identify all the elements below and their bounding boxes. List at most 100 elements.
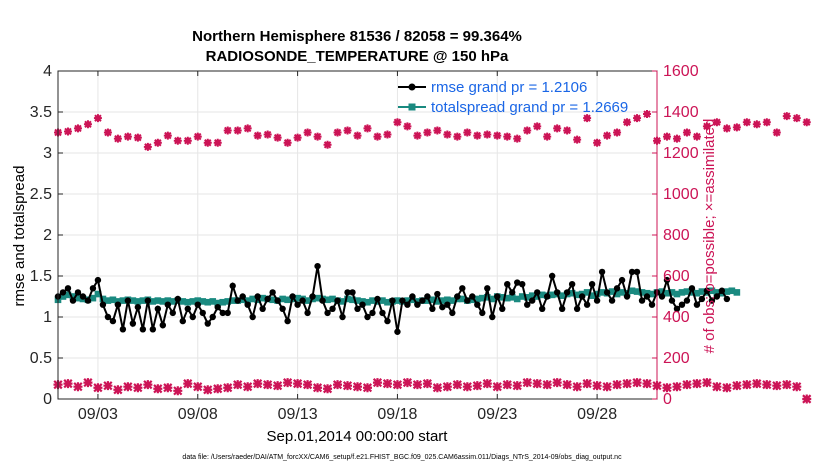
totalspread-point [414, 298, 421, 305]
obs-possible-point-ring [104, 129, 111, 136]
totalspread-point [698, 288, 706, 295]
obs-possible-point-ring [743, 119, 750, 126]
rmse-point [184, 305, 191, 312]
rmse-point [489, 313, 496, 321]
obs-assimilated-point [203, 385, 213, 395]
obs-assimilated-point [682, 380, 692, 390]
totalspread-point [459, 295, 466, 303]
obs-possible-point-ring [544, 133, 551, 140]
rmse-point [234, 297, 241, 304]
obs-assimilated-point [432, 383, 442, 393]
totalspread-point [558, 292, 566, 299]
totalspread-point [109, 296, 117, 304]
y-right-tick-label: 1000 [663, 186, 699, 203]
totalspread-point [513, 295, 521, 303]
obs-possible-point [303, 128, 312, 137]
totalspread-point [618, 289, 626, 296]
obs-assimilated-point [372, 378, 383, 388]
totalspread-point [64, 291, 72, 299]
rmse-point [583, 301, 591, 308]
x-tick-label: 09/18 [377, 406, 417, 423]
obs-assimilated-point [602, 382, 612, 392]
obs-possible-point-ring [494, 132, 501, 139]
obs-possible-point-ring [574, 136, 581, 143]
obs-possible-point [603, 131, 612, 140]
rmse-point [229, 282, 236, 290]
obs-assimilated-point [552, 378, 562, 388]
rmse-point [344, 289, 351, 296]
totalspread-point [608, 288, 616, 295]
obs-assimilated-point [632, 378, 642, 388]
obs-possible-point-ring [454, 133, 461, 140]
obs-possible-point [722, 124, 731, 133]
rmse-point [469, 293, 476, 300]
obs-assimilated-point [612, 380, 622, 390]
totalspread-point [284, 296, 291, 304]
obs-possible-point-ring [484, 131, 491, 138]
obs-possible-point [792, 114, 801, 123]
rmse-point [648, 301, 656, 308]
obs-possible-point [83, 120, 92, 129]
totalspread-point [663, 289, 671, 297]
obs-possible-point-ring [294, 134, 301, 141]
rmse-point [329, 305, 336, 312]
totalspread-point [678, 289, 686, 296]
rmse-point [504, 281, 511, 288]
rmse-point [84, 297, 92, 304]
obs-possible-point-ring [154, 139, 161, 146]
obs-possible-point [403, 122, 412, 131]
totalspread-point [294, 294, 301, 302]
totalspread-point [184, 298, 192, 306]
obs-possible-point [682, 128, 691, 137]
obs-assimilated-point [123, 382, 133, 392]
obs-possible-point-ring [94, 115, 101, 122]
rmse-point [563, 289, 571, 296]
obs-assimilated-point [153, 384, 163, 394]
obs-possible-point-ring [214, 139, 221, 146]
obs-possible-point [563, 126, 572, 135]
totalspread-point [369, 297, 376, 304]
y-left-tick-label: 4 [43, 63, 52, 80]
rmse-point [409, 293, 416, 300]
rmse-point [199, 309, 206, 317]
obs-assimilated-point [472, 381, 482, 391]
obs-possible-point-ring [114, 135, 121, 142]
obs-assimilated-point [532, 379, 542, 389]
rmse-point [274, 297, 281, 304]
obs-possible-point [153, 138, 162, 147]
rmse-point [294, 301, 301, 308]
obs-possible-point-ring [304, 129, 311, 136]
obs-possible-point-ring [524, 127, 531, 134]
obs-possible-point-ring [783, 113, 790, 120]
obs-possible-point [593, 138, 602, 147]
obs-possible-point-ring [773, 129, 780, 136]
rmse-point [359, 301, 366, 308]
totalspread-point [119, 297, 127, 304]
totalspread-point [329, 295, 336, 303]
obs-assimilated-point [73, 382, 83, 392]
rmse-point [618, 276, 626, 284]
rmse-point [558, 305, 566, 312]
rmse-point [284, 317, 291, 325]
obs-assimilated-point [442, 382, 452, 392]
totalspread-point [728, 287, 736, 295]
obs-possible-point [413, 131, 422, 140]
obs-assimilated-point [662, 383, 672, 393]
obs-assimilated-point [312, 383, 323, 393]
totalspread-point [194, 297, 202, 304]
rmse-point [588, 281, 596, 288]
rmse-point [354, 305, 361, 312]
obs-assimilated-point [332, 380, 343, 390]
obs-possible-point [573, 135, 582, 144]
totalspread-point [613, 290, 621, 298]
obs-possible-point [353, 131, 362, 140]
obs-possible-point [483, 130, 492, 139]
y-right-tick-label: 800 [663, 227, 690, 244]
rmse-point [658, 293, 666, 300]
obs-assimilated-point [802, 394, 812, 404]
totalspread-point [219, 298, 227, 306]
totalspread-point [633, 288, 641, 295]
obs-possible-point [293, 133, 302, 142]
totalspread-point [688, 289, 696, 296]
x-tick-label: 09/03 [78, 406, 118, 423]
